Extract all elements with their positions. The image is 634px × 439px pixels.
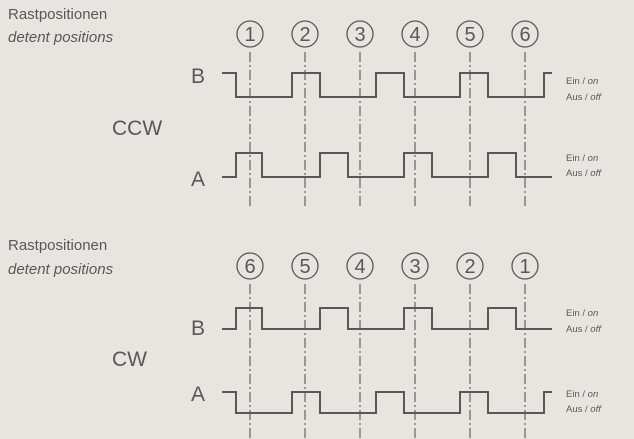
detent-position-marker: 2 (456, 252, 484, 280)
position-number: 3 (354, 24, 365, 46)
detent-position-marker: 2 (291, 20, 319, 48)
position-number: 2 (464, 256, 475, 278)
position-circle (346, 252, 374, 280)
channel-a-label: A (191, 383, 205, 406)
position-number: 4 (409, 24, 420, 46)
on-label-en: on (588, 76, 599, 87)
off-label-de: Aus / (566, 92, 588, 103)
detent-position-marker: 3 (346, 20, 374, 48)
channel-b-label: B (191, 65, 205, 88)
panel-cw: Rastpositionen detent positions CW 6 5 4 3 2… (8, 237, 602, 439)
channel-a: A Ein / on Aus / off (191, 383, 602, 415)
direction-label: CCW (112, 117, 162, 140)
guide-lines (249, 284, 526, 439)
position-circle (401, 252, 429, 280)
on-label-de: Ein / (566, 76, 585, 87)
detent-position-marker: 4 (346, 252, 374, 280)
section-subtitle: detent positions (8, 29, 114, 46)
channel-a-label: A (191, 168, 205, 191)
position-number: 6 (519, 24, 530, 46)
on-state-label: Ein / on (566, 153, 598, 164)
position-number: 6 (244, 256, 255, 278)
on-state-label: Ein / on (566, 389, 598, 400)
position-number: 4 (354, 256, 365, 278)
position-number: 1 (519, 256, 530, 278)
off-label-en: off (590, 404, 602, 415)
off-state-label: Aus / off (566, 404, 602, 415)
detent-position-marker: 6 (511, 20, 539, 48)
position-circle (346, 20, 374, 48)
channel-a-waveform (222, 391, 552, 414)
off-label-de: Aus / (566, 168, 588, 179)
position-number: 3 (409, 256, 420, 278)
position-markers: 1 2 3 4 5 6 (236, 20, 539, 48)
position-circle (291, 252, 319, 280)
off-label-en: off (590, 92, 602, 103)
channel-b-waveform (222, 307, 552, 330)
on-state-label: Ein / on (566, 308, 598, 319)
position-circle (511, 20, 539, 48)
channel-b: B Ein / on Aus / off (191, 307, 602, 340)
channel-b-waveform (222, 72, 552, 98)
position-circle (236, 20, 264, 48)
detent-position-marker: 3 (401, 252, 429, 280)
panel-ccw: Rastpositionen detent positions CCW 1 2 3 4… (8, 6, 602, 208)
on-label-de: Ein / (566, 389, 585, 400)
position-circle (456, 252, 484, 280)
section-title: Rastpositionen (8, 237, 107, 254)
off-state-label: Aus / off (566, 324, 602, 335)
direction-label: CW (112, 348, 147, 371)
on-label-en: on (588, 389, 599, 400)
position-number: 5 (464, 24, 475, 46)
off-label-en: off (590, 324, 602, 335)
on-label-en: on (588, 308, 599, 319)
section-subtitle: detent positions (8, 261, 114, 278)
channel-b: B Ein / on Aus / off (191, 65, 602, 103)
on-label-de: Ein / (566, 153, 585, 164)
detent-position-marker: 5 (291, 252, 319, 280)
position-markers: 6 5 4 3 2 1 (236, 252, 539, 280)
off-label-en: off (590, 168, 602, 179)
position-circle (456, 20, 484, 48)
on-label-en: on (588, 153, 599, 164)
position-number: 5 (299, 256, 310, 278)
detent-position-marker: 1 (236, 20, 264, 48)
position-circle (236, 252, 264, 280)
detent-position-marker: 6 (236, 252, 264, 280)
off-state-label: Aus / off (566, 92, 602, 103)
detent-position-marker: 4 (401, 20, 429, 48)
guide-lines (249, 52, 526, 208)
detent-position-marker: 5 (456, 20, 484, 48)
position-number: 1 (244, 24, 255, 46)
channel-a: A Ein / on Aus / off (191, 152, 602, 191)
position-circle (291, 20, 319, 48)
off-state-label: Aus / off (566, 168, 602, 179)
off-label-de: Aus / (566, 324, 588, 335)
section-title: Rastpositionen (8, 6, 107, 23)
off-label-de: Aus / (566, 404, 588, 415)
position-number: 2 (299, 24, 310, 46)
on-label-de: Ein / (566, 308, 585, 319)
position-circle (511, 252, 539, 280)
position-circle (401, 20, 429, 48)
channel-b-label: B (191, 317, 205, 340)
detent-position-marker: 1 (511, 252, 539, 280)
on-state-label: Ein / on (566, 76, 598, 87)
channel-a-waveform (222, 152, 552, 178)
